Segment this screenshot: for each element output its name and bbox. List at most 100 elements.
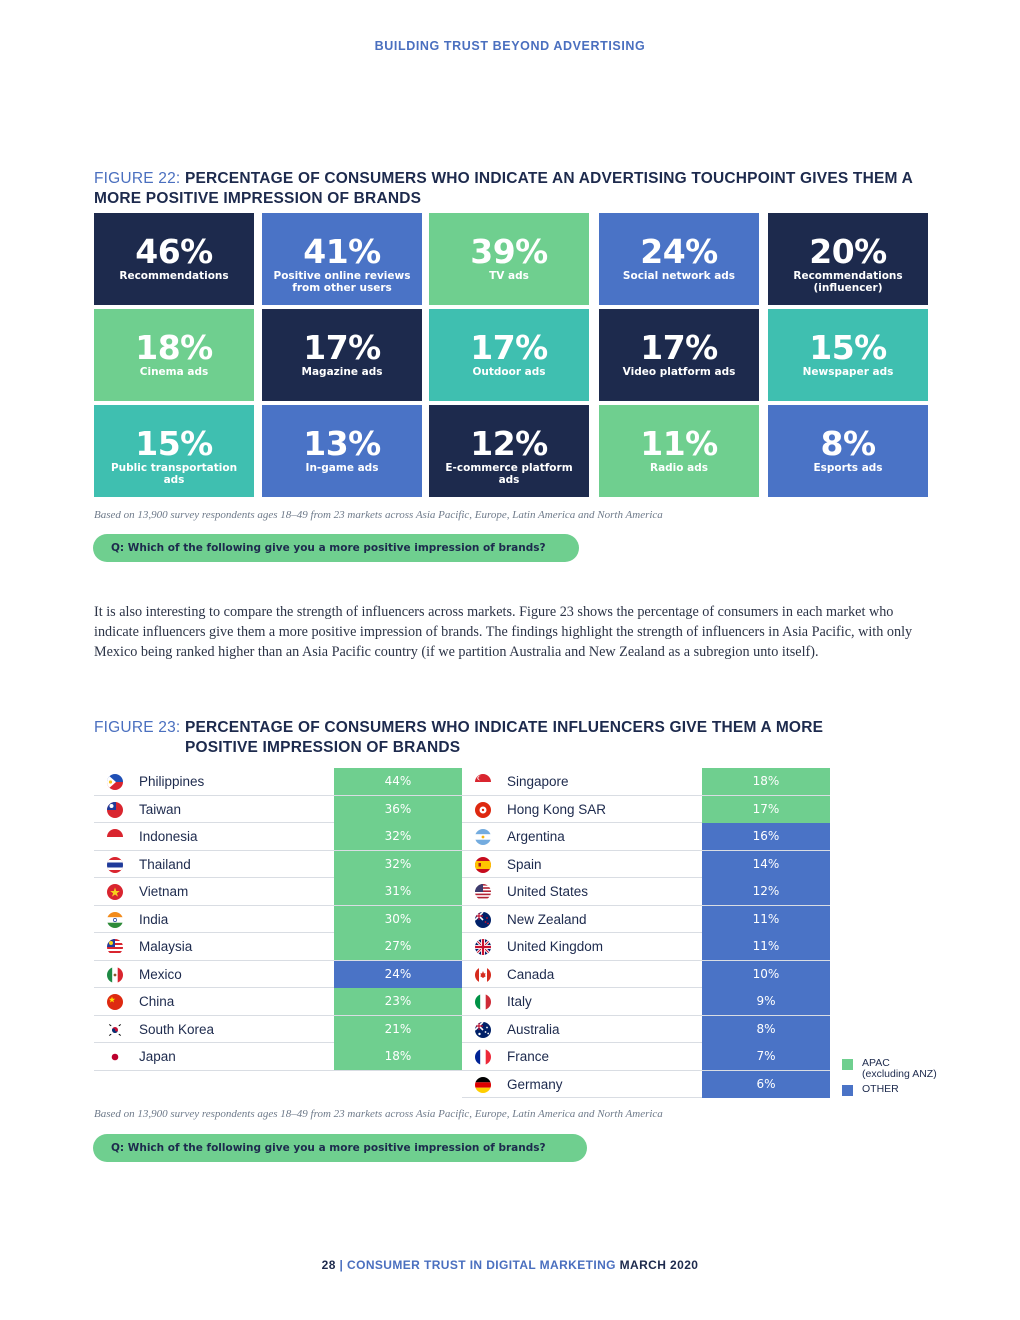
country-name: France	[507, 1049, 550, 1064]
table-row: Japan 18%	[94, 1043, 462, 1071]
tile-percentage: 15%	[809, 328, 887, 367]
percentage-cell: 7%	[702, 1043, 830, 1070]
table-row: Taiwan 36%	[94, 795, 462, 823]
table-row: France 7%	[462, 1043, 830, 1071]
percentage-cell: 44%	[334, 768, 462, 795]
table-row: Argentina 16%	[462, 823, 830, 851]
country-name: Philippines	[139, 774, 205, 789]
thailand-flag-icon	[107, 856, 123, 873]
touchpoint-tile: 15% Public transportation ads	[94, 405, 254, 497]
percentage-cell: 12%	[702, 878, 830, 905]
country-name: Taiwan	[139, 801, 182, 817]
figure-22-label: FIGURE 22:	[94, 170, 181, 187]
table-row: Mexico 24%	[94, 960, 462, 988]
china-flag-icon	[107, 994, 123, 1010]
percentage-cell: 36%	[334, 795, 462, 823]
touchpoint-tile: 17% Magazine ads	[262, 309, 422, 401]
table-row: Italy 9%	[462, 988, 830, 1016]
country-name: Mexico	[139, 966, 182, 982]
country-name: Spain	[507, 856, 542, 872]
tile-percentage: 20%	[809, 232, 887, 271]
figure-23-heading: PERCENTAGE OF CONSUMERS WHO INDICATE INF…	[184, 719, 824, 756]
tile-percentage: 17%	[640, 328, 718, 367]
table-row: United States 12%	[462, 878, 830, 906]
table-row: India 30%	[94, 905, 462, 933]
france-flag-icon	[475, 1049, 491, 1065]
body-paragraph: It is also interesting to compare the st…	[94, 604, 913, 660]
tile-label: Video platform ads	[622, 366, 736, 378]
tile-percentage: 13%	[303, 424, 381, 463]
tile-label: Cinema ads	[139, 366, 209, 378]
percentage-cell: 18%	[334, 1043, 462, 1070]
country-name: Indonesia	[139, 829, 198, 844]
influencer-table-right: Singapore 18% Hong Kong SAR 17% Argentina 16%…	[462, 768, 830, 1098]
malaysia-flag-icon	[107, 939, 123, 955]
table-row: Malaysia 27%	[94, 933, 462, 961]
touchpoint-tile: 20% Recommendations (influencer)	[768, 213, 928, 305]
mexico-flag-icon	[107, 966, 123, 983]
percentage-cell: 21%	[334, 1015, 462, 1043]
country-name: Italy	[507, 994, 532, 1009]
table-row: Hong Kong SAR 17%	[462, 795, 830, 823]
touchpoint-tile: 11% Radio ads	[599, 405, 759, 497]
country-name: South Korea	[139, 1021, 215, 1037]
country-name: China	[139, 994, 175, 1009]
tile-percentage: 17%	[303, 328, 381, 367]
page-number: 28	[321, 1258, 336, 1272]
spain-flag-icon	[475, 856, 491, 873]
publication-title: CONSUMER TRUST IN DIGITAL MARKETING	[347, 1258, 616, 1272]
canada-flag-icon	[475, 966, 491, 983]
legend-item-apac: APAC (excluding ANZ)	[842, 1058, 937, 1080]
country-name: Vietnam	[139, 884, 189, 899]
legend-note-apac: (excluding ANZ)	[862, 1068, 937, 1080]
australia-flag-icon	[475, 1021, 491, 1038]
table-row: Singapore 18%	[462, 768, 830, 796]
percentage-cell: 32%	[334, 850, 462, 878]
touchpoint-tile: 15% Newspaper ads	[768, 309, 928, 401]
tile-label: Recommendations (influencer)	[793, 270, 903, 294]
percentage-cell: 14%	[702, 850, 830, 878]
country-name: India	[139, 911, 169, 927]
country-name: Canada	[507, 966, 555, 982]
table-row: Australia 8%	[462, 1015, 830, 1043]
vietnam-flag-icon	[107, 884, 123, 900]
tile-percentage: 11%	[640, 424, 718, 463]
tile-label: Newspaper ads	[802, 366, 894, 378]
table-row: Canada 10%	[462, 960, 830, 988]
percentage-cell: 6%	[702, 1070, 830, 1098]
percentage-cell: 24%	[334, 960, 462, 988]
percentage-cell: 9%	[702, 988, 830, 1015]
table-row: China 23%	[94, 988, 462, 1016]
percentage-cell: 11%	[702, 905, 830, 933]
touchpoint-tile: 17% Outdoor ads	[429, 309, 589, 401]
percentage-cell: 27%	[334, 933, 462, 960]
legend-label-apac: APAC	[862, 1057, 890, 1069]
country-name: Malaysia	[139, 939, 193, 954]
table-row: New Zealand 11%	[462, 905, 830, 933]
tile-percentage: 18%	[135, 328, 213, 367]
italy-flag-icon	[475, 994, 491, 1010]
singapore-flag-icon	[475, 774, 491, 790]
tile-percentage: 24%	[640, 232, 718, 271]
legend-item-other: OTHER	[842, 1084, 937, 1096]
percentage-cell: 10%	[702, 960, 830, 988]
table-row: South Korea 21%	[94, 1015, 462, 1043]
country-name: Japan	[139, 1049, 176, 1064]
legend-swatch-apac	[842, 1059, 853, 1070]
percentage-cell: 11%	[702, 933, 830, 960]
argentina-flag-icon	[475, 829, 491, 845]
country-name: United States	[507, 884, 589, 899]
touchpoint-tile: 13% In-game ads	[262, 405, 422, 497]
percentage-cell: 30%	[334, 905, 462, 933]
tile-percentage: 12%	[470, 424, 548, 463]
tile-percentage: 17%	[470, 328, 548, 367]
percentage-cell: 17%	[702, 795, 830, 823]
touchpoint-tile: 12% E-commerce platform ads	[429, 405, 589, 497]
table-row: Thailand 32%	[94, 850, 462, 878]
tile-label: Radio ads	[649, 462, 708, 474]
japan-flag-icon	[107, 1049, 123, 1065]
tile-label: Positive online reviews from other users	[273, 270, 411, 294]
new-zealand-flag-icon	[475, 911, 491, 928]
figure-22-question-pill: Q: Which of the following give you a mor…	[93, 534, 579, 562]
tile-label: Public transportation ads	[110, 462, 238, 486]
